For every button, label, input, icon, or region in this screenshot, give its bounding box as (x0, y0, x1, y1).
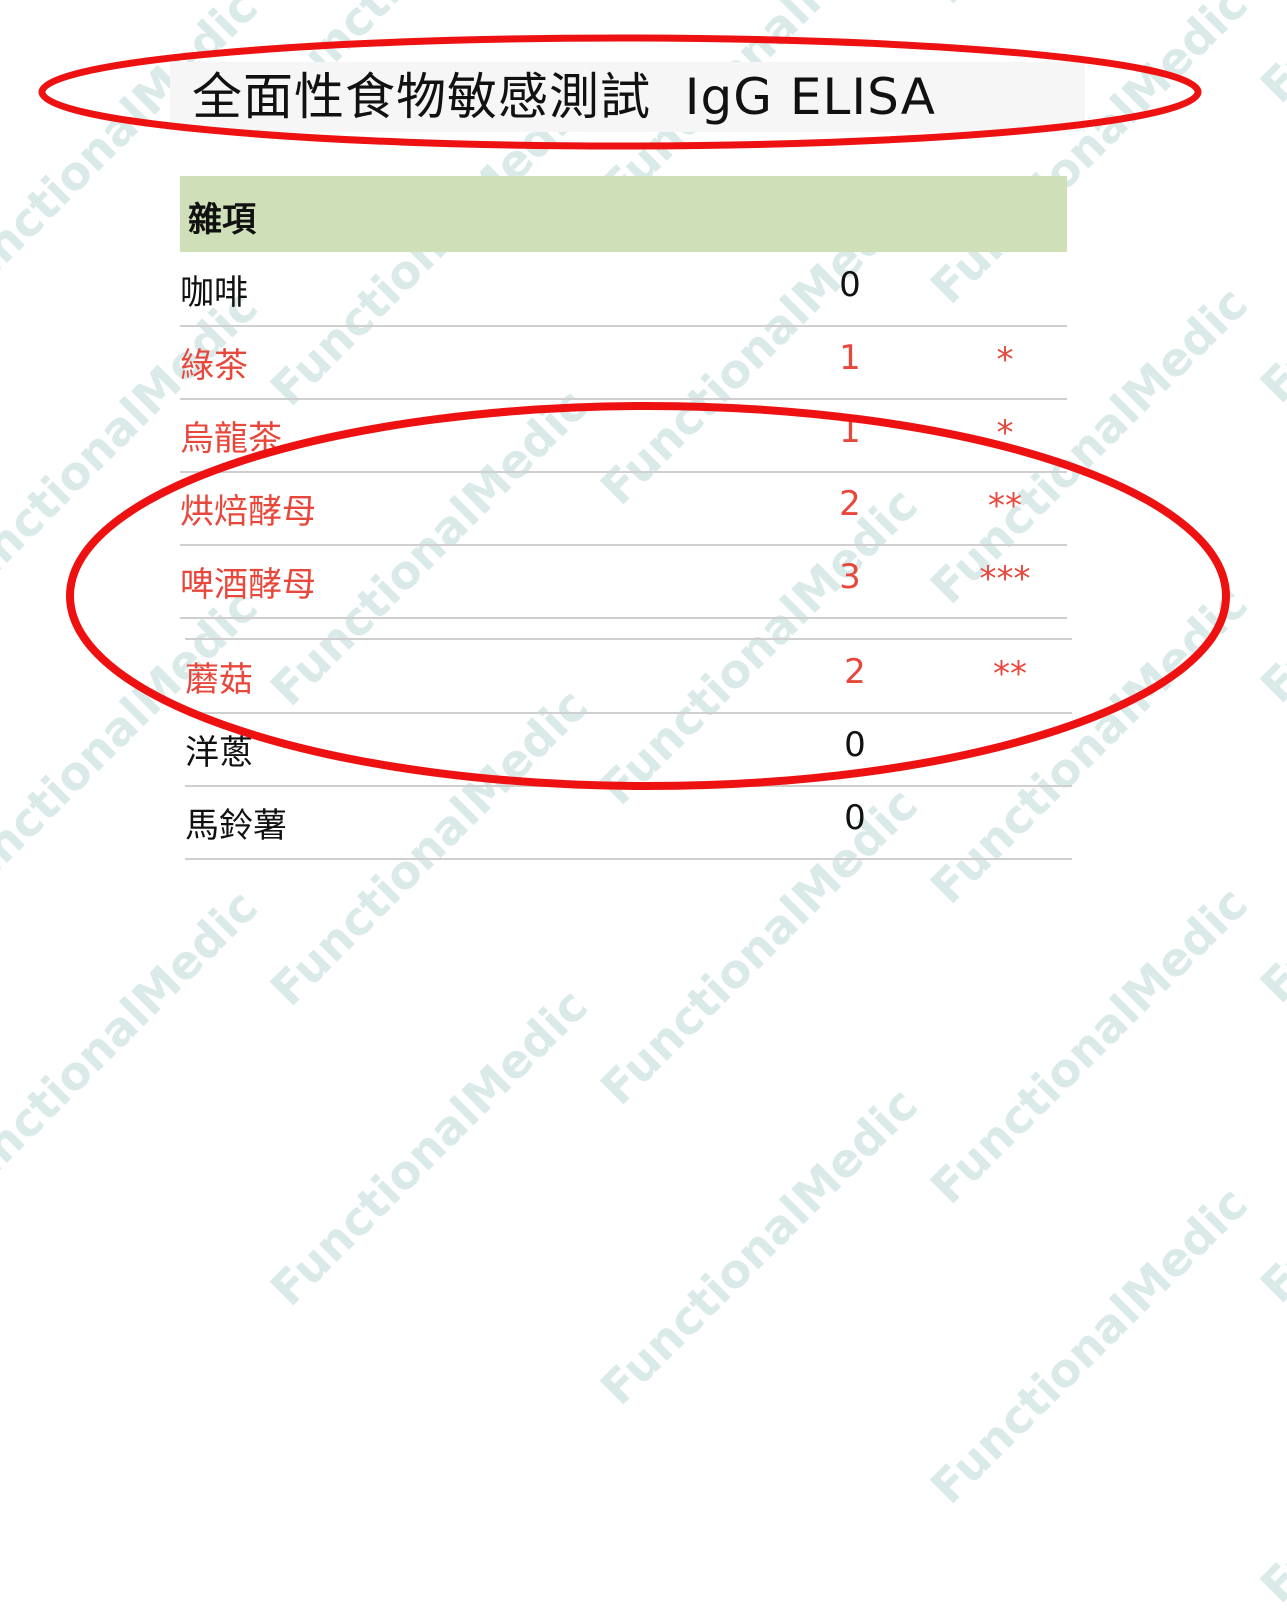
food-name: 綠茶 (180, 346, 248, 386)
watermark-text: FunctionalMedic (0, 879, 268, 1218)
table-row: 烏龍茶 1 * (180, 399, 1067, 473)
severity-stars: * (996, 340, 1014, 380)
watermark-text: FunctionalMedic (1250, 375, 1287, 714)
watermark-text: FunctionalMedic (1250, 675, 1287, 1014)
watermark-text: FunctionalMedic (920, 876, 1258, 1215)
watermark-text: FunctionalMedic (1250, 75, 1287, 414)
severity-stars: ** (993, 654, 1027, 694)
watermark-text: FunctionalMedic (920, 0, 1258, 14)
table-row: 蘑菇 2 ** (185, 640, 1072, 714)
igg-score: 3 (839, 557, 861, 597)
food-name: 咖啡 (180, 273, 248, 313)
table-row: 咖啡 0 (180, 253, 1067, 327)
food-name: 啤酒酵母 (180, 565, 316, 605)
igg-score: 0 (839, 265, 861, 305)
igg-score: 2 (839, 484, 861, 524)
section-header: 雜項 (180, 176, 1067, 252)
watermark-text: FunctionalMedic (1250, 1275, 1287, 1613)
food-name: 烘焙酵母 (180, 492, 316, 532)
igg-score: 0 (844, 798, 866, 838)
watermark-text: FunctionalMedic (590, 1077, 928, 1416)
food-name: 烏龍茶 (180, 419, 282, 459)
watermark-text: FunctionalMedic (260, 978, 598, 1317)
food-name: 馬鈴薯 (185, 806, 287, 846)
watermark-text: FunctionalMedic (0, 0, 268, 17)
row-divider (185, 638, 1072, 640)
watermark-text: FunctionalMedic (920, 1176, 1258, 1515)
watermark-text: FunctionalMedic (1250, 0, 1287, 113)
igg-score: 1 (839, 338, 861, 378)
igg-score: 1 (839, 411, 861, 451)
table-row: 洋蔥 0 (185, 713, 1072, 787)
table-row: 綠茶 1 * (180, 326, 1067, 400)
severity-stars: ** (988, 486, 1022, 526)
watermark-text: FunctionalMedic (1250, 975, 1287, 1314)
igg-score: 2 (844, 652, 866, 692)
igg-score: 0 (844, 725, 866, 765)
table-row: 啤酒酵母 3 *** (180, 545, 1067, 619)
section-label: 雜項 (188, 200, 256, 240)
food-name: 洋蔥 (185, 733, 253, 773)
table-row: 烘焙酵母 2 ** (180, 472, 1067, 546)
severity-stars: * (996, 413, 1014, 453)
severity-stars: *** (979, 559, 1031, 599)
table-row: 馬鈴薯 0 (185, 786, 1072, 860)
title-text: 全面性食物敏感測試 IgG ELISA (192, 68, 936, 126)
page-title: 全面性食物敏感測試 IgG ELISA (170, 62, 1085, 132)
food-name: 蘑菇 (185, 660, 253, 700)
